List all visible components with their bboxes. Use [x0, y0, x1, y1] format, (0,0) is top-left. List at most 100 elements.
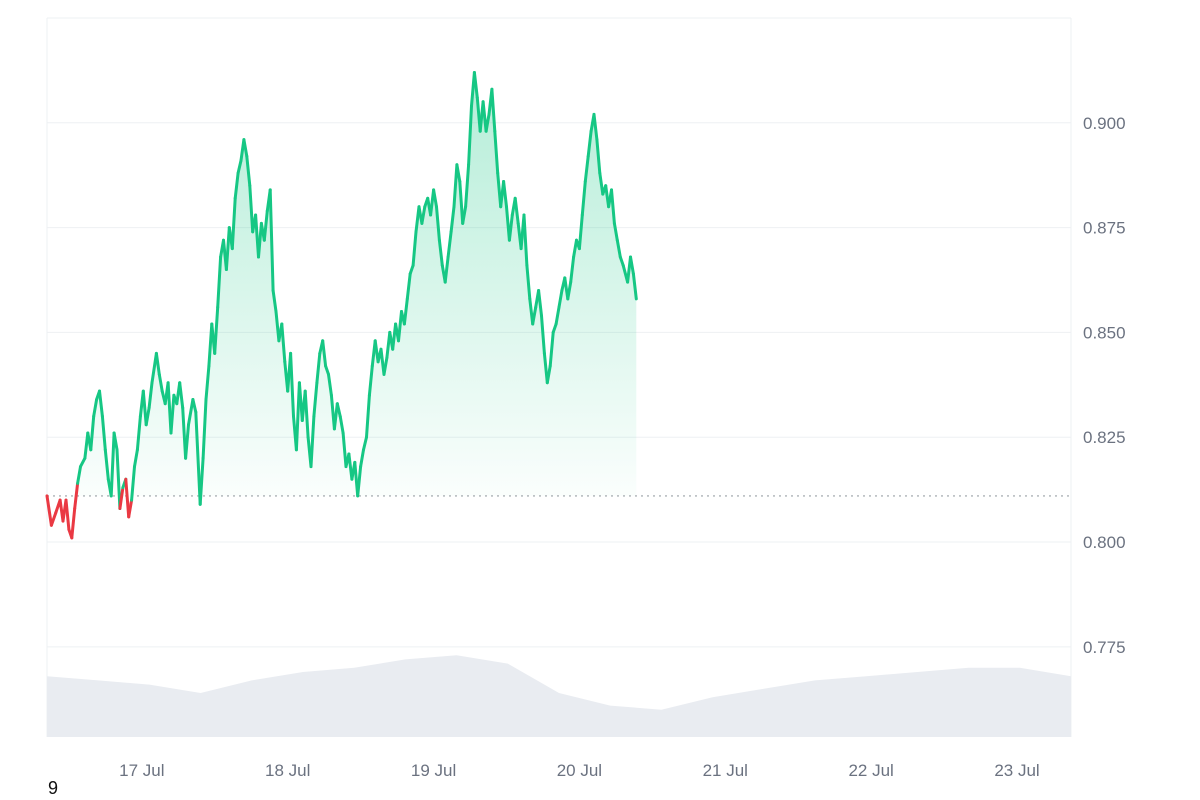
price-line-segment	[289, 351, 295, 418]
price-line-segment	[303, 389, 310, 439]
price-line-segment	[612, 221, 619, 242]
price-line-segment	[335, 402, 342, 418]
price-line-segment	[467, 104, 473, 167]
price-line-segment	[537, 289, 543, 318]
x-tick-label: 17 Jul	[119, 761, 164, 780]
corner-label: 9	[48, 778, 59, 798]
price-line-segment	[365, 393, 371, 439]
price-line-segment	[321, 339, 328, 368]
price-line-segment	[583, 154, 590, 183]
price-line-segment	[49, 511, 58, 527]
price-line-segment	[484, 112, 491, 133]
y-tick-label: 0.775	[1083, 638, 1126, 657]
price-line-segment	[242, 138, 249, 158]
price-line-segment	[405, 272, 412, 301]
price-line-segment	[402, 297, 409, 326]
price-line-segment	[64, 498, 71, 531]
price-line-segment	[124, 477, 131, 519]
price-line-segment	[435, 205, 441, 242]
price-line-segment	[458, 180, 465, 225]
price-line-segment	[472, 71, 479, 100]
price-line-segment	[507, 213, 514, 242]
price-line-segment	[130, 465, 136, 502]
price-line-segment	[315, 351, 322, 385]
price-line-segment	[382, 356, 389, 376]
x-axis-labels: 17 Jul 18 Jul 19 Jul 20 Jul 21 Jul 22 Jul 23 J…	[119, 761, 1040, 780]
price-line-segment	[245, 154, 252, 188]
price-line-segment	[362, 435, 368, 452]
price-line-segment	[135, 414, 142, 452]
price-line-segment	[157, 372, 164, 393]
price-line-segment	[513, 196, 520, 225]
price-line-segment	[191, 398, 198, 414]
price-line-segment	[566, 280, 573, 301]
price-line	[45, 71, 638, 540]
price-line-segment	[586, 129, 593, 158]
price-line-segment	[198, 456, 205, 506]
price-line-segment	[204, 364, 211, 401]
price-line-segment	[548, 330, 555, 368]
price-line-segment	[98, 389, 104, 418]
price-line-segment	[236, 159, 243, 175]
price-line-segment	[359, 448, 365, 469]
price-line-segment	[554, 305, 561, 326]
price-line-segment	[262, 209, 269, 242]
price-line-segment	[449, 205, 456, 234]
price-line-segment	[569, 255, 576, 284]
price-line-segment	[580, 180, 587, 217]
price-line-segment	[233, 171, 240, 200]
price-line-segment	[397, 310, 403, 343]
price-line-segment	[147, 381, 154, 410]
x-tick-label: 21 Jul	[703, 761, 748, 780]
price-line-segment	[178, 381, 185, 410]
price-line-segment	[92, 398, 99, 418]
price-line-segment	[338, 414, 345, 435]
price-line-segment	[73, 481, 80, 510]
price-line-segment	[280, 322, 287, 364]
price-line-segment	[577, 213, 584, 251]
price-line-segment	[490, 87, 497, 133]
price-line-segment	[446, 230, 453, 259]
y-tick-label: 0.850	[1083, 323, 1126, 342]
price-line-segment	[248, 184, 255, 234]
price-line-segment	[432, 188, 438, 209]
price-line-segment	[531, 305, 538, 326]
price-line-segment	[76, 465, 82, 485]
price-line-segment	[112, 431, 119, 452]
price-line-segment	[341, 431, 348, 469]
y-tick-label: 0.800	[1083, 533, 1126, 552]
price-line-segment	[461, 205, 468, 225]
price-line-segment	[525, 263, 532, 301]
price-line-segment	[452, 163, 459, 209]
price-line-segment	[545, 364, 552, 385]
x-tick-label: 23 Jul	[994, 761, 1039, 780]
price-line-segment	[115, 448, 122, 510]
price-line-segment	[127, 498, 134, 519]
y-axis-labels: 0.775 0.800 0.825 0.850 0.875 0.900	[1083, 114, 1126, 657]
price-line-segment	[367, 364, 374, 397]
price-line-segment	[443, 255, 450, 284]
y-tick-label: 0.875	[1083, 219, 1126, 238]
price-line-segment	[89, 414, 96, 452]
price-line-segment	[216, 255, 223, 309]
price-line-segment	[169, 393, 176, 435]
price-line-segment	[629, 255, 635, 276]
volume-area-path	[47, 655, 1071, 737]
price-line-segment	[522, 213, 529, 267]
price-area-path	[47, 72, 637, 496]
price-line-segment	[133, 448, 139, 469]
price-line-segment	[79, 456, 87, 469]
x-tick-label: 20 Jul	[557, 761, 602, 780]
price-line-segment	[154, 351, 161, 376]
price-line-segment	[309, 414, 316, 469]
price-line-segment	[540, 314, 546, 355]
price-line-segment	[598, 171, 605, 196]
price-line-segment	[187, 398, 195, 427]
price-line-segment	[45, 494, 53, 527]
price-line-segment	[144, 406, 151, 427]
price-line-segment	[213, 305, 220, 355]
price-area-fill	[47, 72, 637, 496]
price-line-segment	[194, 410, 202, 506]
price-line-segment	[610, 188, 616, 225]
price-line-segment	[230, 196, 237, 251]
